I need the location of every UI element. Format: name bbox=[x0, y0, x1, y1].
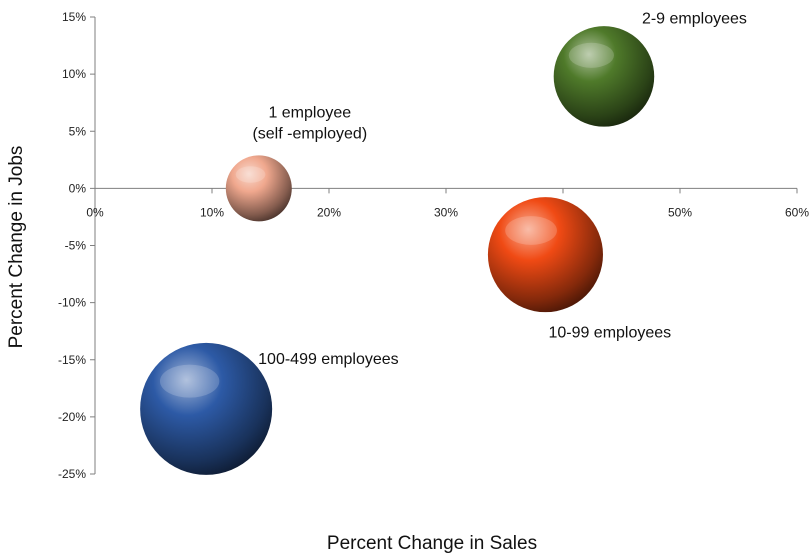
bubble-label-4: 100-499 employees bbox=[258, 351, 399, 368]
y-tick-label: -5% bbox=[65, 239, 87, 253]
bubble-labels: 1 employee (self -employed) 2-9 employees 1… bbox=[252, 10, 746, 367]
bubble-highlight bbox=[235, 166, 266, 183]
y-tick-label: 5% bbox=[69, 124, 87, 138]
x-tick-label: 10% bbox=[200, 205, 224, 219]
bubble-highlight bbox=[568, 42, 615, 68]
y-tick-label: 0% bbox=[69, 181, 87, 195]
bubble-1 bbox=[225, 155, 292, 222]
bubble-highlight bbox=[159, 364, 220, 398]
y-tick-label: 15% bbox=[62, 10, 86, 24]
bubble-label-3: 10-99 employees bbox=[548, 325, 671, 342]
x-axis-title: Percent Change in Sales bbox=[327, 533, 537, 554]
x-tick-label: 20% bbox=[317, 205, 341, 219]
y-tick-label: 10% bbox=[62, 67, 86, 81]
x-tick-label: 60% bbox=[785, 205, 809, 219]
bubble-2 bbox=[553, 26, 655, 127]
y-tick-label: -15% bbox=[58, 353, 86, 367]
bubble-label-1: 1 employee (self -employed) bbox=[252, 104, 367, 142]
y-tick-label: -20% bbox=[58, 410, 86, 424]
y-axis-title: Percent Change in Jobs bbox=[6, 146, 27, 349]
bubble-highlight bbox=[505, 216, 557, 245]
bubble-4 bbox=[140, 342, 273, 475]
y-tick-label: -25% bbox=[58, 467, 86, 481]
y-tick-label: -10% bbox=[58, 296, 86, 310]
bubbles bbox=[140, 26, 655, 475]
bubble-label-2: 2-9 employees bbox=[642, 10, 747, 27]
x-tick-label: 0% bbox=[86, 205, 104, 219]
x-tick-label: 30% bbox=[434, 205, 458, 219]
x-tick-label: 50% bbox=[668, 205, 692, 219]
bubble-3 bbox=[487, 197, 603, 313]
